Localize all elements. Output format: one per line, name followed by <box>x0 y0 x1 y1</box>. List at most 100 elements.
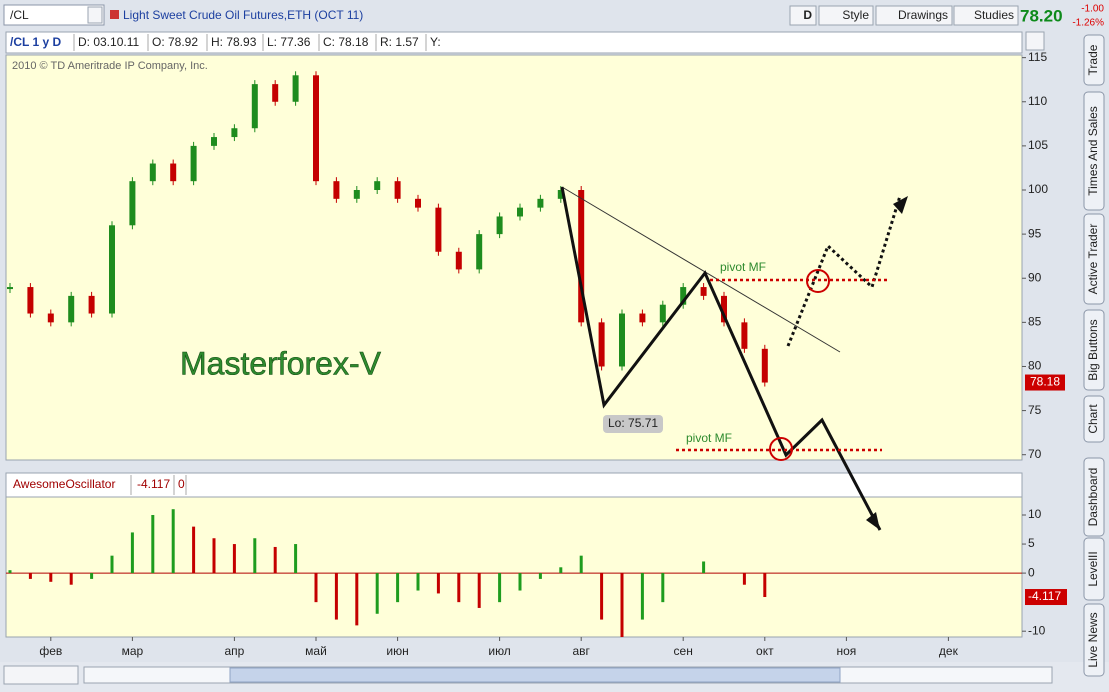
watermark: Masterforex-V <box>180 345 382 381</box>
osc-bar <box>232 544 236 574</box>
copyright: 2010 © TD Ameritrade IP Company, Inc. <box>12 60 208 72</box>
side-tab[interactable] <box>1083 603 1105 677</box>
info-field: D: 03.10.11 <box>78 35 139 49</box>
arrow-head <box>893 196 908 214</box>
osc-bar <box>253 538 257 574</box>
osc-bar <box>314 573 318 603</box>
side-tab-label: LevelII <box>1086 551 1100 586</box>
side-tab-label: Times And Sales <box>1086 106 1100 196</box>
osc-bar <box>49 573 53 582</box>
candle <box>496 216 503 235</box>
candle <box>517 207 523 217</box>
osc-bar <box>477 573 481 608</box>
candle <box>47 313 54 323</box>
y-tick-label: 115 <box>1028 50 1047 64</box>
candle <box>741 322 748 349</box>
arrow-head <box>866 512 880 530</box>
side-tab[interactable] <box>1083 213 1105 305</box>
price-panel <box>5 54 1023 461</box>
side-tab[interactable] <box>1083 34 1105 86</box>
y-tick-label: 5 <box>1028 536 1035 550</box>
osc-bar <box>8 570 12 574</box>
y-tick-label: -10 <box>1028 623 1046 637</box>
candle <box>292 75 299 102</box>
x-tick-label: апр <box>224 644 244 658</box>
candle <box>455 251 462 270</box>
toolbar-button[interactable] <box>789 5 817 26</box>
candle <box>313 75 319 182</box>
osc-bar <box>702 561 706 574</box>
y-tick-label: 80 <box>1028 359 1042 373</box>
osc-bar <box>600 573 604 620</box>
osc-bar <box>334 573 338 620</box>
candle <box>619 313 625 367</box>
y-tick-label: 70 <box>1028 447 1042 461</box>
side-tab[interactable] <box>1083 537 1105 601</box>
x-tick-label: фев <box>39 644 62 658</box>
info-field: Y: <box>430 35 441 49</box>
toolbar-button-label: Studies <box>974 8 1014 22</box>
drawings <box>560 186 908 531</box>
symbol-dropdown[interactable] <box>87 6 103 24</box>
side-tab[interactable] <box>1083 309 1105 391</box>
osc-bar <box>640 573 644 620</box>
osc-bar <box>396 573 400 603</box>
wave-path <box>560 186 882 531</box>
candle <box>190 145 197 182</box>
side-tab-label: Big Buttons <box>1086 319 1100 380</box>
osc-title: AwesomeOscillator <box>13 477 115 491</box>
symbol-icon <box>110 10 119 19</box>
chart-settings[interactable] <box>1025 31 1045 51</box>
osc-bar <box>742 573 746 585</box>
candle <box>333 181 340 199</box>
osc-bar <box>457 573 461 603</box>
info-field: H: 78.93 <box>211 35 257 49</box>
osc-bar <box>151 515 155 574</box>
info-field: C: 78.18 <box>323 35 369 49</box>
x-tick-label: ноя <box>836 644 856 658</box>
y-tick-label: 95 <box>1028 226 1042 240</box>
pivot-circle <box>806 269 830 293</box>
x-tick-label: мар <box>122 644 144 658</box>
y-tick-label: 0 <box>1028 565 1035 579</box>
osc-bar <box>28 573 32 579</box>
symbol: /CL <box>10 8 29 22</box>
osc-bar <box>579 555 583 574</box>
toolbar-button-label: Drawings <box>898 8 948 22</box>
candle <box>374 181 381 190</box>
osc-bar <box>416 573 420 591</box>
candle <box>557 190 564 199</box>
side-tab[interactable] <box>1083 91 1105 211</box>
osc-bar <box>90 573 94 579</box>
osc-bar <box>498 573 502 603</box>
info-bar <box>5 31 1023 54</box>
candle <box>272 84 279 102</box>
osc-bar <box>212 538 216 574</box>
side-tab[interactable] <box>1083 457 1105 537</box>
candle <box>211 137 217 146</box>
candle <box>598 322 605 367</box>
side-tab[interactable] <box>1083 395 1105 443</box>
candle <box>415 198 421 208</box>
toolbar-button-label: D <box>803 8 812 22</box>
toolbar-button[interactable] <box>875 5 953 26</box>
last-price: 78.20 <box>1020 6 1063 25</box>
candle <box>680 287 687 305</box>
x-tick-label: авг <box>572 644 590 658</box>
candle <box>394 181 401 199</box>
symbol-input[interactable] <box>3 4 105 26</box>
candle <box>537 198 544 208</box>
candle <box>129 181 136 226</box>
osc-param: 0 <box>178 477 185 491</box>
change: -1.00 <box>1081 4 1104 15</box>
scroll-thumb[interactable] <box>229 667 841 683</box>
zoom-buttons[interactable] <box>3 665 79 685</box>
toolbar-button[interactable] <box>953 5 1019 26</box>
x-tick-label: июн <box>386 644 408 658</box>
candle <box>435 207 442 252</box>
toolbar-button[interactable] <box>818 5 874 26</box>
value-tag <box>1025 589 1067 606</box>
y-tick-label: 10 <box>1028 507 1042 521</box>
pivot-circle <box>769 437 793 461</box>
